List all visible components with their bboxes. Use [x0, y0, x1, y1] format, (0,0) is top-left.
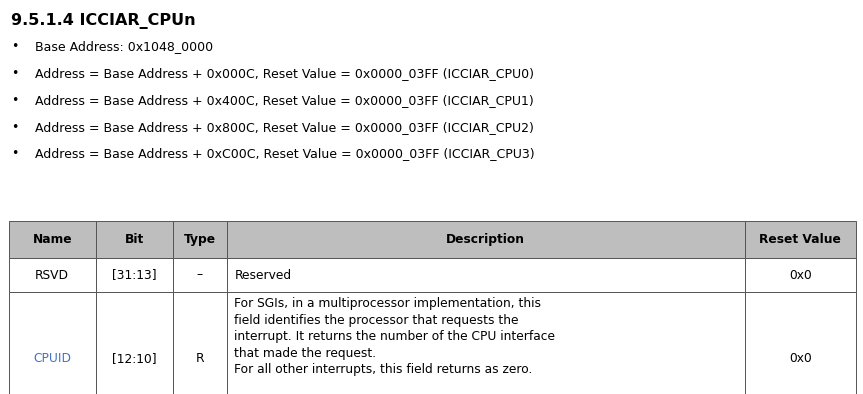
Text: Base Address: 0x1048_0000: Base Address: 0x1048_0000 — [35, 40, 213, 53]
Bar — [227, 221, 745, 258]
Bar — [96, 221, 173, 258]
Text: –: – — [197, 269, 203, 281]
Bar — [745, 292, 856, 394]
Text: Description: Description — [446, 233, 525, 246]
Text: Address = Base Address + 0x000C, Reset Value = 0x0000_03FF (ICCIAR_CPU0): Address = Base Address + 0x000C, Reset V… — [35, 67, 534, 80]
Bar — [173, 292, 227, 394]
Text: RSVD: RSVD — [35, 269, 69, 281]
Text: Reset Value: Reset Value — [759, 233, 841, 246]
Bar — [173, 258, 227, 292]
Bar — [173, 221, 227, 258]
Text: CPUID: CPUID — [33, 352, 72, 365]
Text: •: • — [11, 121, 19, 134]
Text: Reserved: Reserved — [235, 269, 292, 281]
Bar — [9, 258, 96, 292]
Text: Name: Name — [33, 233, 72, 246]
Text: Address = Base Address + 0x800C, Reset Value = 0x0000_03FF (ICCIAR_CPU2): Address = Base Address + 0x800C, Reset V… — [35, 121, 534, 134]
Bar — [9, 221, 96, 258]
Bar — [96, 258, 173, 292]
Text: Address = Base Address + 0xC00C, Reset Value = 0x0000_03FF (ICCIAR_CPU3): Address = Base Address + 0xC00C, Reset V… — [35, 147, 535, 160]
Text: •: • — [11, 40, 19, 53]
Bar — [96, 292, 173, 394]
Bar — [227, 258, 745, 292]
Text: Type: Type — [184, 233, 216, 246]
Text: 0x0: 0x0 — [789, 269, 812, 281]
Text: [12:10]: [12:10] — [112, 352, 157, 365]
Text: For SGIs, in a multiprocessor implementation, this
field identifies the processo: For SGIs, in a multiprocessor implementa… — [235, 297, 555, 376]
Text: •: • — [11, 67, 19, 80]
Text: R: R — [196, 352, 205, 365]
Bar — [227, 292, 745, 394]
Text: •: • — [11, 147, 19, 160]
Text: Bit: Bit — [125, 233, 144, 246]
Bar — [745, 258, 856, 292]
Bar — [745, 221, 856, 258]
Text: Address = Base Address + 0x400C, Reset Value = 0x0000_03FF (ICCIAR_CPU1): Address = Base Address + 0x400C, Reset V… — [35, 94, 534, 107]
Text: 9.5.1.4 ICCIAR_CPUn: 9.5.1.4 ICCIAR_CPUn — [11, 13, 196, 29]
Text: 0x0: 0x0 — [789, 352, 812, 365]
Text: •: • — [11, 94, 19, 107]
Text: [31:13]: [31:13] — [112, 269, 157, 281]
Bar — [9, 292, 96, 394]
